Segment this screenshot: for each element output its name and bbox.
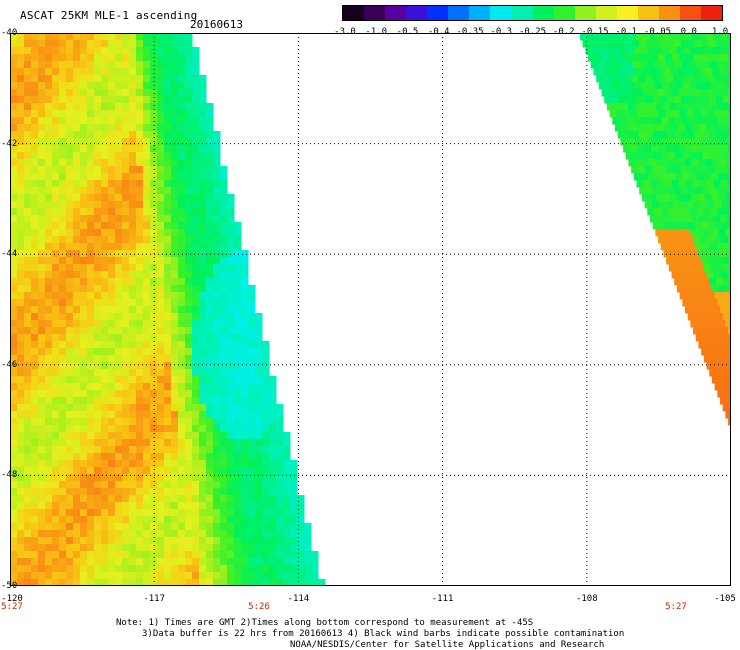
note-line-1: Note: 1) Times are GMT 2)Times along bot… [116, 618, 534, 628]
colorbar-swatch [637, 6, 659, 20]
colorbar-swatch [532, 6, 554, 20]
colorbar-tick-label: -0.1 [615, 27, 638, 37]
latitude-label: -48 [1, 470, 18, 481]
colorbar-tick-label: -0.15 [581, 27, 609, 37]
latitude-label: -42 [1, 138, 18, 149]
colorbar [342, 5, 723, 21]
colorbar-tick-label: -0.35 [456, 27, 484, 37]
map-date: 20160613 [190, 18, 243, 31]
colorbar-swatch [364, 6, 386, 20]
colorbar-swatch [343, 6, 365, 20]
colorbar-swatch [701, 6, 723, 20]
colorbar-swatch [680, 6, 702, 20]
colorbar-swatch [658, 6, 680, 20]
longitude-label: -117 [143, 594, 166, 604]
colorbar-swatch [574, 6, 596, 20]
colorbar-swatch [511, 6, 533, 20]
colorbar-tick-label: -0.05 [643, 27, 672, 37]
longitude-label: -105 [714, 594, 736, 604]
colorbar-swatch [427, 6, 449, 20]
latitude-label: -50 [1, 581, 18, 591]
colorbar-tick-label: -3.0 [334, 27, 356, 37]
colorbar-swatch [406, 6, 428, 20]
longitude-label: -120 [1, 594, 23, 604]
colorbar-swatch [385, 6, 407, 20]
longitude-label: -114 [287, 594, 310, 604]
colorbar-tick-label: -0.4 [427, 27, 450, 37]
map-frame [10, 33, 731, 586]
latitude-label: -44 [1, 249, 18, 260]
colorbar-swatch [595, 6, 617, 20]
note-line-2: 3)Data buffer is 22 hrs from 20160613 4)… [142, 629, 625, 639]
longitude-label: -108 [575, 594, 598, 604]
colorbar-swatch [490, 6, 512, 20]
colorbar-tick-label: -0.25 [518, 27, 547, 37]
colorbar-swatch [448, 6, 470, 20]
colorbar-tick-label: -0.2 [552, 27, 575, 37]
colorbar-tick-label: -0.5 [396, 27, 419, 37]
colorbar-tick-label: 0.0 [680, 27, 697, 37]
swath-time-label: 5:27 [665, 602, 687, 612]
colorbar-swatch [469, 6, 491, 20]
note-line-3: NOAA/NESDIS/Center for Satellite Applica… [290, 640, 605, 650]
colorbar-tick-label: 1.0 [711, 27, 729, 37]
wind-swath-map [10, 33, 731, 586]
longitude-label: -111 [431, 594, 454, 604]
lat-lon-grid [10, 33, 731, 586]
colorbar-swatch [616, 6, 638, 20]
latitude-label: -46 [1, 359, 18, 370]
colorbar-tick-label: -0.3 [490, 27, 513, 37]
swath-layer [10, 33, 731, 586]
colorbar-swatch [553, 6, 575, 20]
colorbar-tick-label: -1.0 [365, 27, 388, 37]
swath-time-label: 5:26 [248, 602, 270, 612]
latitude-label: -40 [1, 28, 18, 38]
map-title: ASCAT 25KM MLE-1 ascending [20, 9, 198, 22]
swath-time-label: 5:27 [1, 602, 23, 612]
